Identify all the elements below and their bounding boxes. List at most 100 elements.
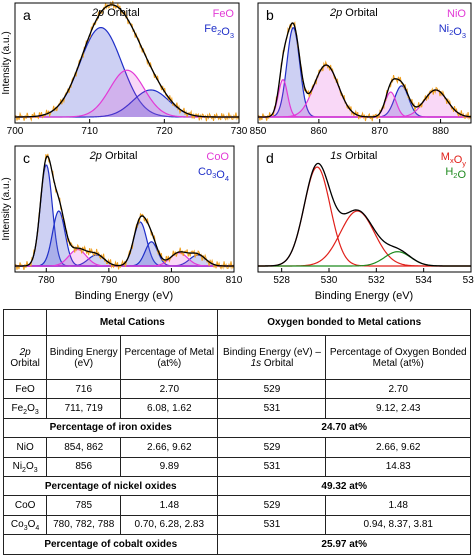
legend-text-span: x <box>450 156 454 165</box>
percentage-oxygen-cell: 9.12, 2.43 <box>325 398 471 419</box>
panel-letter: b <box>266 7 274 23</box>
binding-energy-cell: 711, 719 <box>46 398 122 419</box>
percentage-oxygen-cell: 14.83 <box>325 456 471 477</box>
peak-fill-NiO <box>258 65 471 117</box>
table-corner-cell <box>2 309 48 336</box>
peak-line-CoO <box>15 252 234 267</box>
percentage-metal-cell: 2.66, 9.62 <box>120 437 219 458</box>
orbital-word: Orbital <box>342 150 377 162</box>
percentage-oxygen-cell: 1.48 <box>325 495 471 516</box>
table-row: CoO 785 1.48 529 1.48 <box>2 495 471 516</box>
legend-text-span: CoO <box>206 151 229 163</box>
peak-fill-CoO <box>15 252 234 266</box>
peak-fill-FeO <box>15 70 239 117</box>
x-tick-label: 860 <box>311 126 328 137</box>
legend-text-span: FeO <box>213 8 235 20</box>
peak-fill-NiO <box>258 89 471 117</box>
legend-text-span: O <box>221 26 230 38</box>
x-tick-label: 532 <box>368 275 385 286</box>
table-summary-row: Percentage of cobalt oxides 25.97 at% <box>2 534 471 555</box>
orbital-title: 2p Orbital <box>91 7 140 19</box>
percentage-metal-cell: 0.70, 6.28, 2.83 <box>120 514 219 536</box>
binding-energy-1s-cell: 529 <box>217 495 327 516</box>
x-tick-label: 810 <box>226 275 243 286</box>
x-tick-label: 850 <box>250 126 267 137</box>
xps-summary-table: Metal Cations Oxygen bonded to Metal cat… <box>2 309 471 555</box>
compound-cell: NiO <box>2 437 48 458</box>
legend-text-span: O <box>453 26 462 38</box>
compound-cell: Ni2O3 <box>2 456 48 477</box>
orbital-title: 2p Orbital <box>329 7 378 19</box>
panel-letter: d <box>266 150 274 166</box>
legend-item-MxOy: MxOy <box>441 151 466 168</box>
x-axis-label-left: Binding Energy (eV) <box>75 290 173 302</box>
summary-label: Percentage of cobalt oxides <box>2 534 219 555</box>
binding-energy-cell: 780, 782, 788 <box>46 514 122 536</box>
metal-cations-header: Metal Cations <box>46 309 219 336</box>
legend-text-span: Ni <box>439 23 449 35</box>
y-axis-label-bottom: Intensity (a.u.) <box>1 177 12 240</box>
percentage-metal-cell: 2.70 <box>120 378 219 400</box>
peak-fill-Fe2O3 <box>15 27 239 117</box>
binding-energy-header: Binding Energy (eV) <box>46 335 122 380</box>
legend-text-span: M <box>441 151 450 163</box>
orbital-word: Orbital <box>104 7 139 19</box>
peak-fill-Co3O4 <box>15 211 234 266</box>
binding-energy-1s-header: Binding Energy (eV) – 1s Orbital <box>217 335 327 380</box>
plot-frame <box>257 2 472 124</box>
table-row: FeO 716 2.70 529 2.70 <box>2 378 471 400</box>
legend-text-span: 3 <box>212 171 216 180</box>
legend-text-span: y <box>462 159 466 168</box>
summary-label: Percentage of nickel oxides <box>2 475 219 497</box>
y-axis-label-top: Intensity (a.u.) <box>1 31 12 94</box>
legend-text-span: NiO <box>447 8 466 20</box>
summary-value: 24.70 at% <box>217 417 471 439</box>
binding-energy-cell: 854, 862 <box>46 437 122 458</box>
fit-envelope-line <box>258 162 471 267</box>
legend-text-span: 2 <box>449 28 453 37</box>
x-tick-label: 800 <box>163 275 180 286</box>
binding-energy-cell: 716 <box>46 378 122 400</box>
orbital-title: 2p Orbital <box>89 150 138 162</box>
orbital-symbol: 2p <box>91 7 104 19</box>
table-row: Co3O4 780, 782, 788 0.70, 6.28, 2.83 531 0.9… <box>2 514 471 536</box>
binding-energy-cell: 856 <box>46 456 122 477</box>
percentage-metal-cell: 9.89 <box>120 456 219 477</box>
peak-fill-Co3O4 <box>15 165 234 266</box>
peak-fill-CoO <box>15 249 234 266</box>
legend-item-Fe2O3: Fe2O3 <box>204 23 234 40</box>
legend-text-span: Co <box>198 166 212 178</box>
orbital-word: Orbital <box>342 7 377 19</box>
table-summary-row: Percentage of nickel oxides 49.32 at% <box>2 475 471 497</box>
x-axis-label-right: Binding Energy (eV) <box>315 290 413 302</box>
x-tick-label: 780 <box>38 275 55 286</box>
legend-item-Ni2O3: Ni2O3 <box>439 23 466 40</box>
legend-text-span: O <box>216 169 225 181</box>
table-row: Fe2O3 711, 719 6.08, 1.62 531 9.12, 2.43 <box>2 398 471 419</box>
peak-fill-Fe2O3 <box>15 89 239 117</box>
legend-item-FeO: FeO <box>213 8 235 20</box>
legend-text-span: 2 <box>453 171 457 180</box>
orbital-header: 2p Orbital <box>2 335 48 380</box>
x-tick-label: 700 <box>7 126 24 137</box>
fit-envelope-line <box>15 155 234 267</box>
legend-item-H2O: H2O <box>445 166 466 181</box>
x-tick-label: 710 <box>81 126 98 137</box>
fit-envelope-line <box>15 4 239 118</box>
percentage-oxygen-cell: 0.94, 8.37, 3.81 <box>325 514 471 536</box>
orbital-title: 1s Orbital <box>330 150 377 162</box>
table-summary-row: Percentage of iron oxides 24.70 at% <box>2 417 471 439</box>
orbital-symbol: 2p <box>89 150 102 162</box>
legend-text-span: 2 <box>217 28 221 37</box>
legend-text-span: H <box>445 166 453 178</box>
compound-cell: FeO <box>2 378 48 400</box>
legend-text-span: O <box>454 154 463 166</box>
legend-text-span: 3 <box>462 31 466 40</box>
legend-item-Co3O4: Co3O4 <box>198 166 229 183</box>
plot-frame <box>257 145 472 273</box>
x-tick-label: 536 <box>463 275 474 286</box>
